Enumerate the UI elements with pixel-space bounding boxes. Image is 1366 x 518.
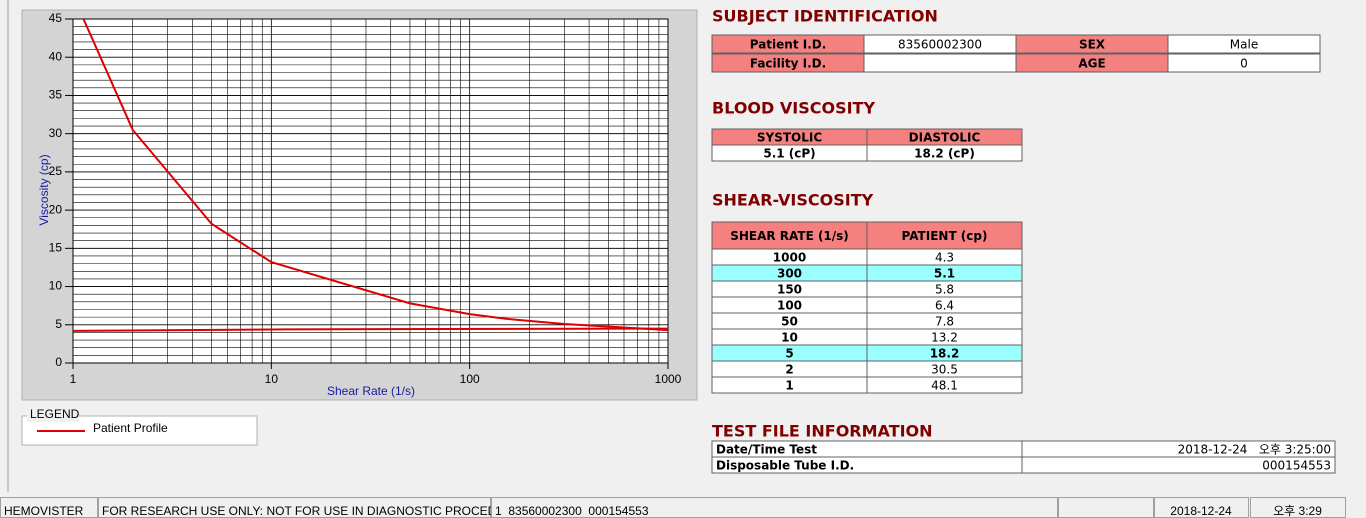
chart: 0 5 10 15 20 25 30 35 40 45 1 10 100 1000 Patient Prof…: [37, 11, 682, 435]
table-cell: [866, 376, 1023, 394]
line-series: [73, 327, 668, 332]
cell-text: 5.8: [935, 283, 954, 297]
status-text: HEMOVISTER: [4, 504, 84, 518]
cell-text: 300: [777, 267, 802, 281]
table-cell: [1167, 53, 1321, 73]
plot-border: [72, 18, 669, 364]
cell-text: 30.5: [931, 363, 958, 377]
cell-text: Disposable Tube I.D.: [716, 459, 854, 473]
table-cell: [866, 221, 1023, 250]
cell-text: 000154553: [1262, 459, 1331, 473]
status-bar: HEMOVISTER FOR RESEARCH USE ONLY: NOT FOR…: [0, 497, 1346, 518]
status-text: 오후 3:29: [1273, 504, 1322, 518]
legend-title-bg: [27, 409, 79, 422]
line-series: [82, 19, 668, 332]
y-tick-label: 10: [49, 279, 63, 293]
table-cell: [711, 221, 868, 250]
cell-text: Patient I.D.: [750, 38, 827, 52]
cell-text: 1: [785, 379, 793, 393]
x-tick-label: 1: [70, 372, 77, 386]
x-tick-label: 1000: [655, 372, 682, 386]
cell-text: AGE: [1078, 57, 1105, 71]
section-title: BLOOD VISCOSITY: [712, 99, 875, 118]
legend-title: LEGEND: [30, 407, 80, 421]
status-panel: [1058, 497, 1154, 518]
section-title: TEST FILE INFORMATION: [712, 422, 933, 441]
cell-text: 2018-12-24 오후 3:25:00: [1178, 443, 1331, 457]
plot-area: [73, 19, 668, 363]
cell-text: 5.1: [934, 267, 955, 281]
cell-text: 48.1: [931, 379, 958, 393]
cell-text: 50: [781, 315, 798, 329]
cell-text: SYSTOLIC: [757, 131, 822, 145]
x-axis-title: Shear Rate (1/s): [327, 384, 415, 398]
section-title: SHEAR-VISCOSITY: [712, 191, 874, 210]
cell-text: 0: [1240, 57, 1248, 71]
y-tick-label: 35: [49, 88, 63, 102]
cell-text: SHEAR RATE (1/s): [730, 229, 849, 243]
y-tick-label: 25: [49, 164, 63, 178]
cell-text: 13.2: [931, 331, 958, 345]
cell-text: 5.1 (cP): [763, 147, 815, 161]
cell-text: 1000: [773, 251, 806, 265]
cell-text: 83560002300: [898, 38, 982, 52]
cell-text: 10: [781, 331, 798, 345]
table-cell: [863, 53, 1017, 73]
status-text: FOR RESEARCH USE ONLY: NOT FOR USE IN DI…: [102, 504, 530, 518]
cell-text: Male: [1230, 38, 1258, 52]
cell-text: 4.3: [935, 251, 954, 265]
y-tick-label: 20: [49, 202, 63, 216]
y-tick-label: 30: [49, 126, 63, 140]
cell-text: 18.2 (cP): [914, 147, 975, 161]
cell-text: 5: [785, 347, 793, 361]
cell-text: Date/Time Test: [716, 443, 817, 457]
x-tick-label: 100: [460, 372, 480, 386]
cell-text: DIASTOLIC: [909, 131, 981, 145]
table-cell: [1167, 34, 1321, 54]
y-tick-label: 0: [55, 355, 62, 369]
table-cell: [866, 144, 1023, 162]
cell-text: 6.4: [935, 299, 954, 313]
status-text: 1 83560002300 000154553: [495, 504, 649, 518]
cell-text: 150: [777, 283, 802, 297]
status-text: 2018-12-24: [1170, 504, 1232, 518]
cell-text: SEX: [1079, 38, 1106, 52]
y-tick-label: 15: [49, 241, 63, 255]
y-tick-label: 40: [49, 49, 63, 63]
table-cell: [1021, 456, 1336, 474]
cell-text: PATIENT (cp): [902, 229, 988, 243]
y-tick-label: 45: [49, 11, 63, 25]
y-axis-title: Viscosity (cp): [37, 154, 51, 225]
report: SUBJECT IDENTIFICATION Patient I.D. 835600…: [711, 7, 1336, 474]
x-tick-label: 10: [265, 372, 279, 386]
section-title: SUBJECT IDENTIFICATION: [712, 7, 938, 26]
y-tick-label: 5: [55, 317, 62, 331]
cell-text: Facility I.D.: [750, 57, 826, 71]
legend-label: Patient Profile: [93, 421, 168, 435]
cell-text: 7.8: [935, 315, 954, 329]
cell-text: 2: [785, 363, 793, 377]
cell-text: 18.2: [930, 347, 960, 361]
cell-text: 100: [777, 299, 802, 313]
